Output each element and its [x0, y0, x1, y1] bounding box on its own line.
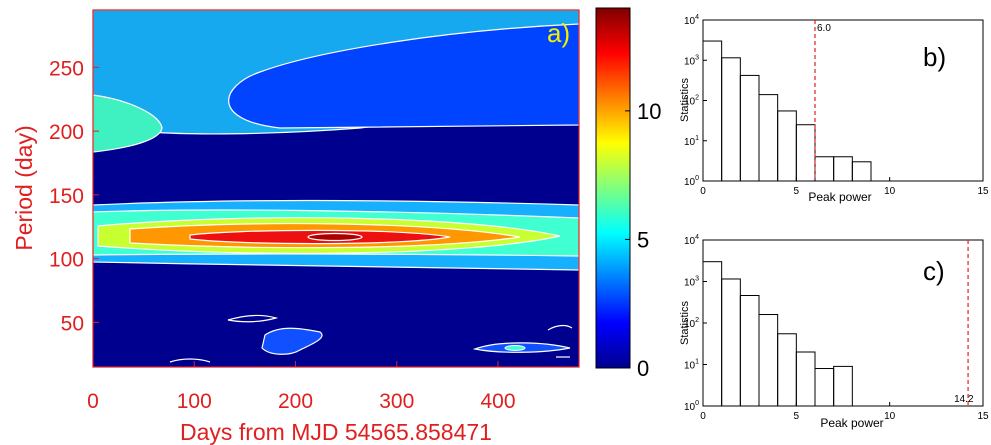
histogram-x-tick-label: 15: [977, 186, 989, 197]
histogram-bar: [833, 365, 853, 407]
histogram-c-axes: 0 5 10 15 100 101 102 103 104 14.2: [684, 234, 989, 422]
histogram-b: 0 5 10 15 100 101 102 103 104 6.0 b) Peak power S…: [679, 14, 989, 204]
contour-island-5: [169, 358, 211, 363]
colorbar-ticks: 0 5 10: [625, 99, 661, 381]
histogram-x-tick-label: 10: [884, 411, 896, 422]
histogram-b-axes: 0 5 10 15 100 101 102 103 104 6.0: [684, 14, 989, 197]
contour-island-2: [227, 314, 279, 323]
contour-y-tick-label: 200: [49, 121, 84, 144]
panel-a-label: a): [547, 18, 570, 48]
histogram-y-tick-label: 104: [684, 14, 699, 27]
contour-y-tick-label: 50: [61, 312, 84, 335]
contour-x-tick-label: 100: [177, 390, 212, 413]
histogram-b-x-label: Peak power: [808, 190, 871, 204]
histogram-y-tick-label: 103: [684, 54, 699, 67]
histogram-y-tick-label: 100: [684, 400, 699, 413]
histogram-bar: [851, 161, 872, 182]
histogram-bar: [702, 40, 723, 182]
contour-y-tick-label: 250: [49, 57, 84, 80]
panel-c-label: c): [923, 256, 945, 286]
threshold-label: 6.0: [817, 23, 831, 34]
contour-x-tick-label: 400: [480, 390, 515, 413]
histogram-y-tick-label: 101: [684, 135, 699, 148]
histogram-x-tick-label: 0: [700, 411, 706, 422]
histogram-bar: [814, 368, 835, 407]
histogram-x-tick-label: 10: [884, 186, 896, 197]
colorbar-tick-label: 5: [637, 227, 649, 252]
contour-axes: 0 100 200 300 400 50 100 150 200 250: [49, 57, 516, 413]
histogram-y-tick-label: 101: [684, 359, 699, 372]
histogram-bar: [702, 261, 723, 407]
histogram-bar: [833, 156, 853, 182]
threshold-label: 14.2: [954, 394, 974, 405]
histogram-bar: [795, 124, 816, 182]
colorbar: [595, 7, 631, 369]
histogram-bar: [795, 351, 816, 407]
contour-peak-core: [307, 232, 363, 242]
histogram-b-y-label: Statistics: [679, 77, 691, 122]
histogram-y-tick-label: 102: [684, 317, 699, 330]
histogram-c-bars: [702, 261, 853, 407]
histogram-bar: [739, 294, 760, 407]
contour-x-label: Days from MJD 54565.858471: [180, 419, 492, 445]
histogram-y-tick-label: 102: [684, 95, 699, 108]
histogram-x-tick-label: 0: [700, 186, 706, 197]
contour-y-label: Period (day): [11, 125, 37, 250]
histogram-bar: [814, 156, 835, 182]
histogram-bar: [758, 314, 779, 407]
contour-upper-lobe: [228, 23, 579, 129]
histogram-bar: [758, 94, 779, 182]
contour-x-tick-label: 0: [87, 390, 99, 413]
histogram-c-x-label: Peak power: [820, 416, 883, 430]
contour-island-1: [261, 327, 323, 355]
histogram-bar: [739, 74, 760, 182]
contour-x-tick-label: 200: [278, 390, 313, 413]
histogram-x-tick-label: 5: [794, 411, 800, 422]
histogram-bar: [777, 333, 797, 407]
contour-x-tick-label: 300: [379, 390, 414, 413]
histogram-y-tick-label: 103: [684, 276, 699, 289]
histogram-c-y-label: Statistics: [679, 300, 691, 345]
contour-left-blob: [93, 94, 163, 153]
colorbar-tick-label: 0: [637, 356, 649, 381]
histogram-bar: [777, 110, 797, 182]
histogram-bar: [721, 278, 741, 407]
histogram-b-bars: [702, 40, 872, 182]
contour-island-3-core: [504, 345, 526, 351]
colorbar-tick-label: 10: [637, 99, 661, 124]
contour-y-tick-label: 150: [49, 185, 84, 208]
histogram-y-tick-label: 100: [684, 175, 699, 188]
contour-y-tick-label: 100: [49, 249, 84, 272]
histogram-x-tick-label: 15: [977, 411, 989, 422]
histogram-bar: [721, 57, 741, 182]
histogram-y-tick-label: 104: [684, 234, 699, 247]
contour-frame: [92, 9, 580, 368]
histogram-x-tick-label: 5: [794, 186, 800, 197]
panel-b-label: b): [923, 42, 946, 72]
contour-island-4: [547, 324, 573, 331]
contour-fields: [93, 10, 579, 363]
